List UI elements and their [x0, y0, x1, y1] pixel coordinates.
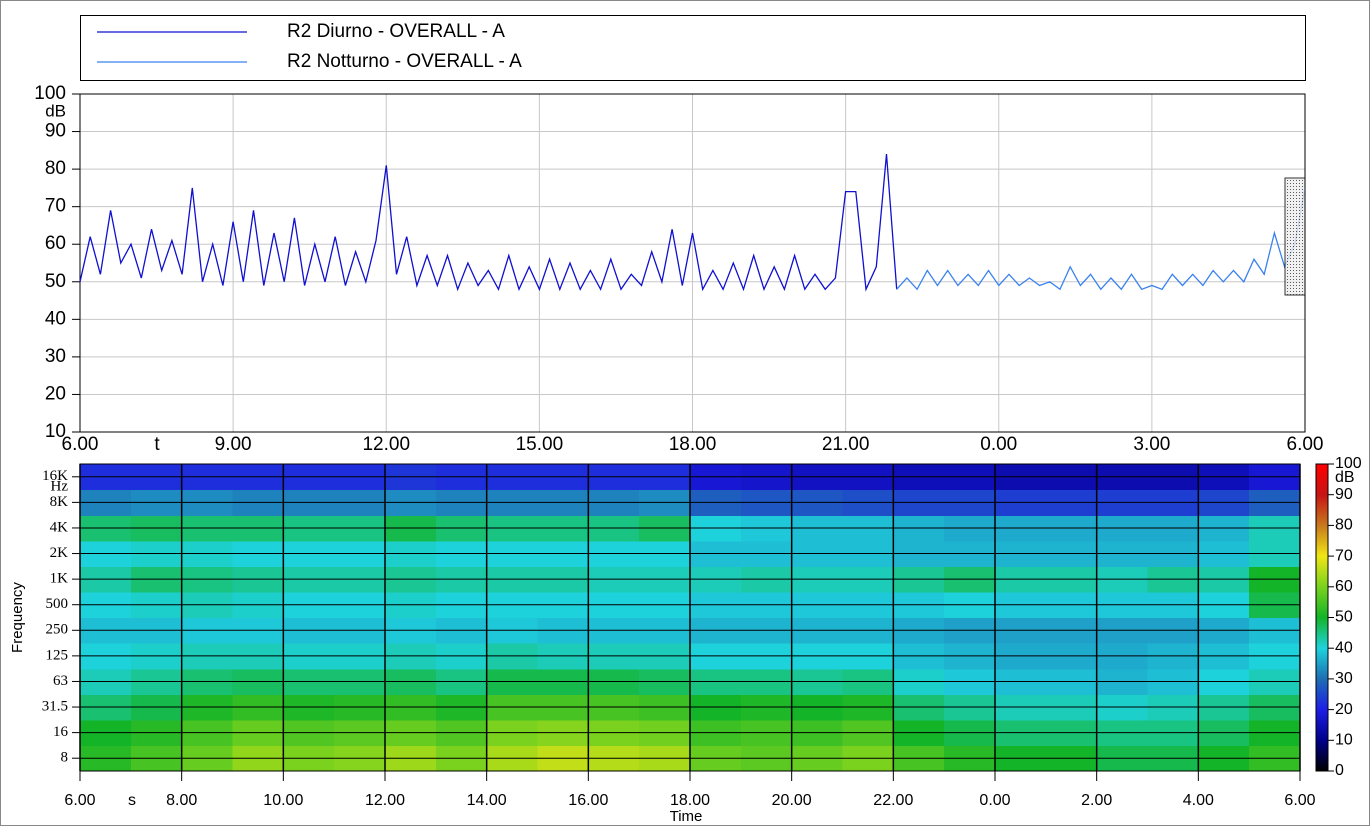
- x-tick-label: 12.00: [362, 434, 410, 455]
- x-tick-label: 8.00: [166, 792, 197, 809]
- y-tick-label: 2K: [50, 545, 69, 561]
- x-tick-label: 18.00: [669, 434, 717, 455]
- page: {"chart_data": [ {"type": "line", "x_uni…: [0, 0, 1370, 826]
- y-tick-label: 8: [61, 750, 69, 766]
- y-tick-label: 1K: [50, 571, 69, 587]
- y-tick-label: 80: [45, 158, 66, 179]
- y-tick-label: 70: [45, 196, 66, 217]
- x-axis-title: Time: [670, 808, 703, 825]
- colorbar-tick-label: 70: [1335, 547, 1353, 564]
- colorbar-tick-label: 80: [1335, 517, 1353, 534]
- y-tick-label: 40: [45, 308, 66, 329]
- x-tick-label: 0.00: [979, 792, 1010, 809]
- y-unit: dB: [45, 101, 66, 120]
- y-unit: Hz: [51, 478, 69, 494]
- y-tick-label: 60: [45, 233, 66, 254]
- x-tick-label: 14.00: [467, 792, 507, 809]
- y-axis-title: Frequency: [9, 582, 26, 653]
- x-unit: t: [154, 434, 160, 455]
- x-tick-label: 9.00: [215, 434, 252, 455]
- x-tick-label: 6.00: [62, 434, 99, 455]
- x-tick-label: 18.00: [670, 792, 710, 809]
- y-tick-label: 8K: [50, 494, 69, 510]
- x-tick-label: 21.00: [822, 434, 870, 455]
- x-tick-label: 4.00: [1183, 792, 1214, 809]
- legend-box: [81, 16, 1306, 81]
- x-tick-label: 0.00: [980, 434, 1017, 455]
- colorbar-tick-label: 90: [1335, 486, 1353, 503]
- x-tick-label: 6.00: [1284, 792, 1315, 809]
- x-tick-label: 16.00: [568, 792, 608, 809]
- chart: 1020304050607080901006.009.0012.0015.001…: [0, 0, 1370, 826]
- legend-label: R2 Diurno - OVERALL - A: [287, 21, 505, 42]
- heatmap-plot: 81631.5631252505001K2K4K8K16KHz6.008.001…: [9, 455, 1362, 825]
- colorbar: [1316, 464, 1328, 771]
- x-tick-label: 20.00: [772, 792, 812, 809]
- x-tick-label: 12.00: [365, 792, 405, 809]
- x-tick-label: 10.00: [263, 792, 303, 809]
- x-unit: s: [128, 792, 136, 809]
- y-tick-label: 500: [46, 596, 69, 612]
- x-tick-label: 6.00: [1287, 434, 1324, 455]
- x-tick-label: 15.00: [516, 434, 564, 455]
- colorbar-tick-label: 60: [1335, 578, 1353, 595]
- y-tick-label: 125: [46, 647, 69, 663]
- colorbar-tick-label: 30: [1335, 670, 1353, 687]
- y-tick-label: 30: [45, 346, 66, 367]
- x-tick-label: 2.00: [1081, 792, 1112, 809]
- y-tick-label: 4K: [50, 519, 69, 535]
- x-tick-label: 22.00: [873, 792, 913, 809]
- x-tick-label: 3.00: [1133, 434, 1170, 455]
- colorbar-tick-label: 50: [1335, 609, 1353, 626]
- y-tick-label: 250: [46, 622, 69, 638]
- y-tick-label: 20: [45, 383, 66, 404]
- y-tick-label: 50: [45, 271, 66, 292]
- x-tick-label: 6.00: [64, 792, 95, 809]
- y-tick-label: 63: [53, 673, 68, 689]
- y-tick-label: 31.5: [42, 698, 68, 714]
- colorbar-unit: dB: [1335, 469, 1355, 486]
- colorbar-tick-label: 0: [1335, 762, 1344, 779]
- y-tick-label: 16: [53, 724, 69, 740]
- colorbar-tick-label: 20: [1335, 701, 1353, 718]
- colorbar-tick-label: 10: [1335, 732, 1353, 749]
- y-tick-label: 90: [45, 121, 66, 142]
- legend-label: R2 Notturno - OVERALL - A: [287, 51, 522, 72]
- selection-marker: [1285, 178, 1305, 295]
- colorbar-tick-label: 40: [1335, 639, 1353, 656]
